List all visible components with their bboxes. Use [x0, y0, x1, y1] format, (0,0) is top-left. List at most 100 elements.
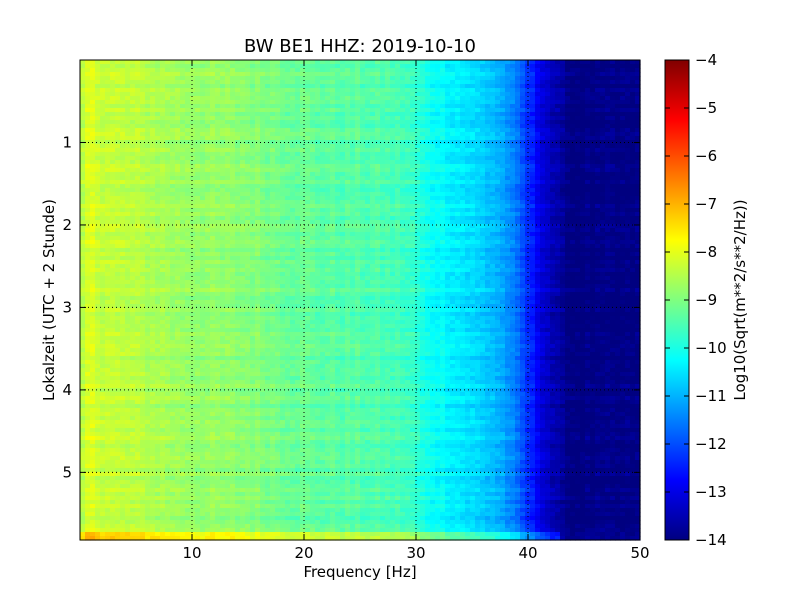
heatmap-cell — [160, 60, 166, 65]
heatmap-cell — [520, 92, 526, 97]
heatmap-cell — [280, 208, 286, 213]
heatmap-cell — [315, 64, 321, 69]
heatmap-cell — [460, 128, 466, 133]
heatmap-cell — [380, 84, 386, 89]
heatmap-cell — [625, 200, 631, 205]
heatmap-cell — [230, 208, 236, 213]
heatmap-cell — [175, 88, 181, 93]
heatmap-cell — [465, 72, 471, 77]
heatmap-cell — [590, 196, 596, 201]
heatmap-cell — [115, 132, 121, 137]
heatmap-cell — [245, 128, 251, 133]
heatmap-cell — [235, 108, 241, 113]
heatmap-cell — [585, 108, 591, 113]
heatmap-cell — [310, 112, 316, 117]
heatmap-cell — [615, 120, 621, 125]
heatmap-cell — [235, 148, 241, 153]
heatmap-cell — [155, 84, 161, 89]
heatmap-cell — [300, 68, 306, 73]
heatmap-cell — [160, 156, 166, 161]
heatmap-cell — [600, 180, 606, 185]
heatmap-cell — [615, 164, 621, 169]
heatmap-cell — [430, 76, 436, 81]
heatmap-cell — [260, 228, 266, 233]
heatmap-cell — [80, 188, 86, 193]
heatmap-cell — [250, 180, 256, 185]
heatmap-cell — [625, 164, 631, 169]
heatmap-cell — [230, 196, 236, 201]
heatmap-cell — [80, 120, 86, 125]
heatmap-cell — [495, 184, 501, 189]
heatmap-cell — [80, 124, 86, 129]
heatmap-cell — [440, 160, 446, 165]
heatmap-cell — [555, 96, 561, 101]
heatmap-cell — [220, 132, 226, 137]
heatmap-cell — [95, 84, 101, 89]
heatmap-cell — [240, 60, 246, 65]
heatmap-cell — [635, 192, 641, 197]
heatmap-cell — [260, 72, 266, 77]
heatmap-cell — [395, 124, 401, 129]
heatmap-cell — [190, 176, 196, 181]
heatmap-cell — [385, 144, 391, 149]
heatmap-cell — [265, 236, 271, 241]
heatmap-cell — [410, 80, 416, 85]
heatmap-cell — [430, 116, 436, 121]
heatmap-cell — [610, 176, 616, 181]
heatmap-cell — [400, 76, 406, 81]
heatmap-cell — [525, 192, 531, 197]
heatmap-cell — [465, 216, 471, 221]
heatmap-cell — [190, 120, 196, 125]
heatmap-cell — [175, 152, 181, 157]
heatmap-cell — [210, 172, 216, 177]
heatmap-cell — [170, 68, 176, 73]
heatmap-cell — [495, 64, 501, 69]
heatmap-cell — [215, 144, 221, 149]
heatmap-cell — [535, 100, 541, 105]
heatmap-cell — [340, 64, 346, 69]
heatmap-cell — [615, 68, 621, 73]
heatmap-cell — [140, 236, 146, 241]
heatmap-cell — [385, 208, 391, 213]
heatmap-cell — [420, 100, 426, 105]
heatmap-cell — [195, 100, 201, 105]
heatmap-cell — [525, 92, 531, 97]
heatmap-cell — [180, 232, 186, 237]
heatmap-cell — [395, 68, 401, 73]
heatmap-cell — [185, 184, 191, 189]
heatmap-cell — [205, 76, 211, 81]
heatmap-cell — [290, 108, 296, 113]
heatmap-cell — [340, 168, 346, 173]
heatmap-cell — [245, 224, 251, 229]
heatmap-cell — [185, 236, 191, 241]
heatmap-cell — [515, 176, 521, 181]
heatmap-cell — [495, 108, 501, 113]
heatmap-cell — [345, 200, 351, 205]
heatmap-cell — [400, 108, 406, 113]
heatmap-cell — [340, 152, 346, 157]
heatmap-cell — [90, 184, 96, 189]
heatmap-cell — [390, 96, 396, 101]
heatmap-cell — [475, 212, 481, 217]
heatmap-cell — [130, 152, 136, 157]
heatmap-cell — [400, 160, 406, 165]
heatmap-cell — [600, 120, 606, 125]
heatmap-cell — [485, 172, 491, 177]
heatmap-cell — [290, 128, 296, 133]
heatmap-cell — [595, 188, 601, 193]
heatmap-cell — [225, 76, 231, 81]
heatmap-cell — [200, 204, 206, 209]
heatmap-cell — [255, 176, 261, 181]
heatmap-cell — [80, 84, 86, 89]
heatmap-cell — [625, 212, 631, 217]
heatmap-cell — [220, 144, 226, 149]
heatmap-cell — [110, 156, 116, 161]
heatmap-cell — [580, 132, 586, 137]
heatmap-cell — [500, 212, 506, 217]
heatmap-cell — [560, 160, 566, 165]
heatmap-cell — [395, 104, 401, 109]
heatmap-cell — [130, 184, 136, 189]
heatmap-cell — [590, 232, 596, 237]
heatmap-cell — [330, 108, 336, 113]
heatmap-cell — [380, 132, 386, 137]
